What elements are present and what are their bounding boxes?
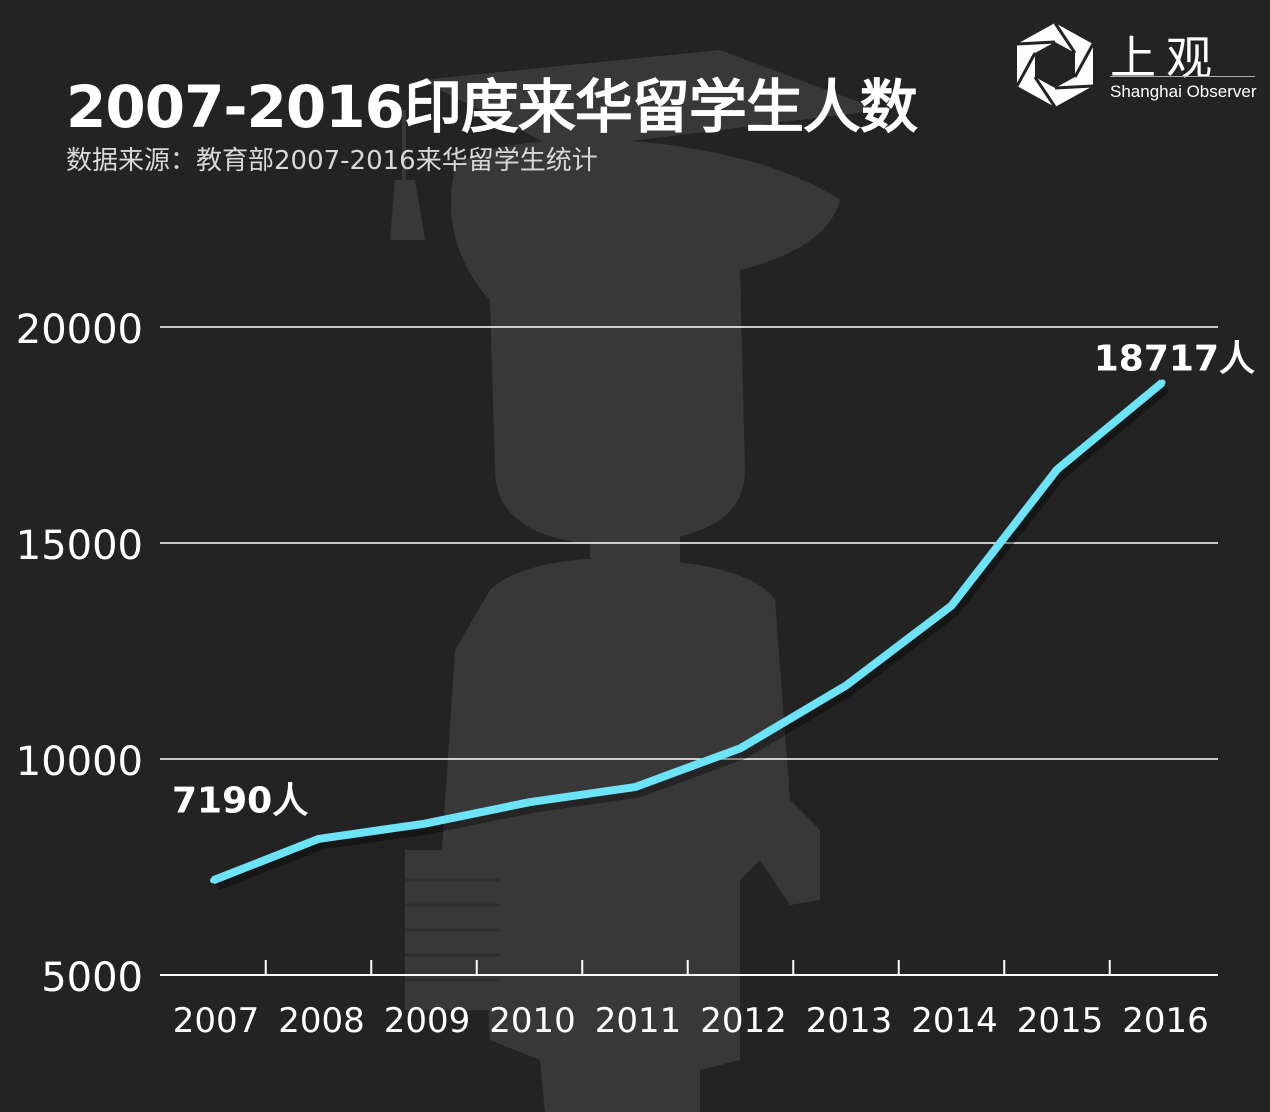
data-label: 18717人	[1094, 338, 1255, 379]
y-tick-label: 10000	[16, 739, 143, 785]
data-point	[421, 820, 427, 827]
series-line-shadow	[215, 384, 1170, 891]
x-tick-label: 2015	[1017, 1001, 1104, 1041]
data-point	[632, 784, 638, 791]
x-tick-label: 2010	[489, 1001, 576, 1041]
data-point	[526, 799, 533, 806]
x-tick-label: 2014	[911, 1001, 998, 1041]
x-tick-label: 2007	[173, 1001, 260, 1041]
data-point	[948, 602, 955, 609]
y-tick-label: 15000	[16, 523, 143, 569]
series-line	[211, 379, 1166, 885]
data-point	[315, 835, 322, 842]
logo-english-text: Shanghai Observer	[1110, 82, 1257, 101]
y-tick-label: 20000	[16, 307, 143, 353]
x-tick-label: 2012	[700, 1001, 787, 1041]
data-point	[210, 877, 216, 884]
data-label: 7190人	[172, 780, 308, 821]
chart-subtitle: 数据来源：教育部2007-2016来华留学生统计	[66, 146, 598, 176]
brand-logo: 上观 Shanghai Observer	[1010, 20, 1260, 110]
x-tick-label: 2011	[595, 1001, 682, 1041]
data-point	[1159, 379, 1166, 386]
mortarboard-icon	[420, 50, 880, 150]
x-tick-label: 2009	[384, 1001, 471, 1041]
logo-divider	[1110, 76, 1255, 77]
x-tick-label: 2016	[1122, 1001, 1209, 1041]
x-tick-label: 2008	[278, 1001, 365, 1041]
data-point	[843, 682, 849, 689]
x-tick-label: 2013	[806, 1001, 893, 1041]
data-point	[737, 745, 744, 752]
y-tick-label: 5000	[41, 955, 143, 1001]
chart-title: 2007-2016印度来华留学生人数	[66, 73, 918, 141]
data-point	[1054, 466, 1060, 473]
aperture-icon	[1015, 22, 1095, 108]
